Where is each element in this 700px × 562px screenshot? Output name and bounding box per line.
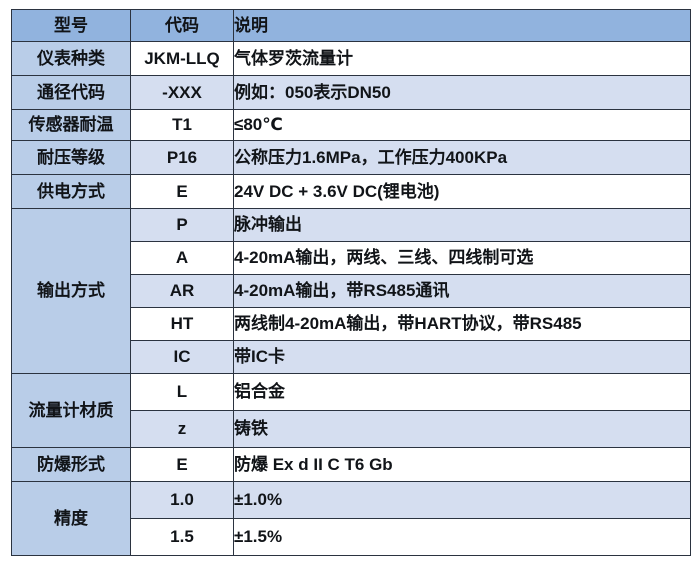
row-group-label: 输出方式 xyxy=(11,208,131,374)
table-row: 供电方式 E 24V DC + 3.6V DC(锂电池) xyxy=(11,174,691,209)
cell-description: 脉冲输出 xyxy=(233,208,691,242)
table-row: 流量计材质 L 铝合金 xyxy=(11,373,691,448)
cell-description: ±1.5% xyxy=(233,518,691,556)
cell-code: P16 xyxy=(130,140,234,175)
table-row: 输出方式 P 脉冲输出 xyxy=(11,208,691,374)
table-row: IC 带IC卡 xyxy=(12,340,691,374)
cell-description: 防爆 Ex d II C T6 Gb xyxy=(233,447,691,482)
row-group-label: 传感器耐温 xyxy=(11,109,131,141)
table-row: A 4-20mA输出，两线、三线、四线制可选 xyxy=(12,241,691,275)
table-row: 防爆形式 E 防爆 Ex d II C T6 Gb xyxy=(11,447,691,482)
cell-code: 1.0 xyxy=(130,481,234,519)
cell-code: z xyxy=(130,410,234,448)
cell-code: AR xyxy=(130,274,234,308)
cell-description: 带IC卡 xyxy=(233,340,691,374)
row-group-label: 供电方式 xyxy=(11,174,131,209)
row-group-label: 精度 xyxy=(11,481,131,556)
table-row: 耐压等级 P16 公称压力1.6MPa，工作压力400KPa xyxy=(11,140,691,175)
cell-description: ≤80℃ xyxy=(233,109,691,141)
cell-description: 公称压力1.6MPa，工作压力400KPa xyxy=(233,140,691,175)
cell-code: JKM-LLQ xyxy=(130,41,234,76)
cell-code: L xyxy=(130,373,234,411)
table-header-row: 型号 代码 说明 xyxy=(11,9,691,42)
cell-description: 4-20mA输出，两线、三线、四线制可选 xyxy=(233,241,691,275)
cell-code: A xyxy=(130,241,234,275)
column-header-model: 型号 xyxy=(11,9,131,42)
cell-description: 24V DC + 3.6V DC(锂电池) xyxy=(233,174,691,209)
column-header-code: 代码 xyxy=(130,9,234,42)
cell-code: -XXX xyxy=(130,75,234,110)
cell-description: 例如：050表示DN50 xyxy=(233,75,691,110)
cell-description: 气体罗茨流量计 xyxy=(233,41,691,76)
table-row: HT 两线制4-20mA输出，带HART协议，带RS485 xyxy=(12,307,691,341)
table-row: AR 4-20mA输出，带RS485通讯 xyxy=(12,274,691,308)
product-specification-table: 型号 代码 说明 仪表种类 JKM-LLQ 气体罗茨流量计 通径代码 -XXX 例如：05… xyxy=(11,9,691,556)
row-group-label: 仪表种类 xyxy=(11,41,131,76)
table-row: 1.5 ±1.5% xyxy=(12,518,691,556)
cell-description: 铝合金 xyxy=(233,373,691,411)
table-body: 仪表种类 JKM-LLQ 气体罗茨流量计 通径代码 -XXX 例如：050表示DN50 传感… xyxy=(11,41,691,556)
table-row: 通径代码 -XXX 例如：050表示DN50 xyxy=(11,75,691,110)
cell-description: 铸铁 xyxy=(233,410,691,448)
column-header-description: 说明 xyxy=(233,9,691,42)
cell-code: IC xyxy=(130,340,234,374)
cell-description: ±1.0% xyxy=(233,481,691,519)
cell-code: E xyxy=(130,174,234,209)
table-row: 仪表种类 JKM-LLQ 气体罗茨流量计 xyxy=(11,41,691,76)
cell-description: 4-20mA输出，带RS485通讯 xyxy=(233,274,691,308)
row-group-label: 流量计材质 xyxy=(11,373,131,448)
specification-table-container: 型号 代码 说明 仪表种类 JKM-LLQ 气体罗茨流量计 通径代码 -XXX 例如：05… xyxy=(11,9,691,556)
cell-description: 两线制4-20mA输出，带HART协议，带RS485 xyxy=(233,307,691,341)
row-group-label: 通径代码 xyxy=(11,75,131,110)
cell-code: P xyxy=(130,208,234,242)
cell-code: 1.5 xyxy=(130,518,234,556)
cell-code: E xyxy=(130,447,234,482)
cell-code: HT xyxy=(130,307,234,341)
table-header: 型号 代码 说明 xyxy=(11,9,691,42)
cell-code: T1 xyxy=(130,109,234,141)
row-group-label: 耐压等级 xyxy=(11,140,131,175)
table-row: 传感器耐温 T1 ≤80℃ xyxy=(11,109,691,141)
row-group-label: 防爆形式 xyxy=(11,447,131,482)
table-row: 精度 1.0 ±1.0% xyxy=(11,481,691,556)
